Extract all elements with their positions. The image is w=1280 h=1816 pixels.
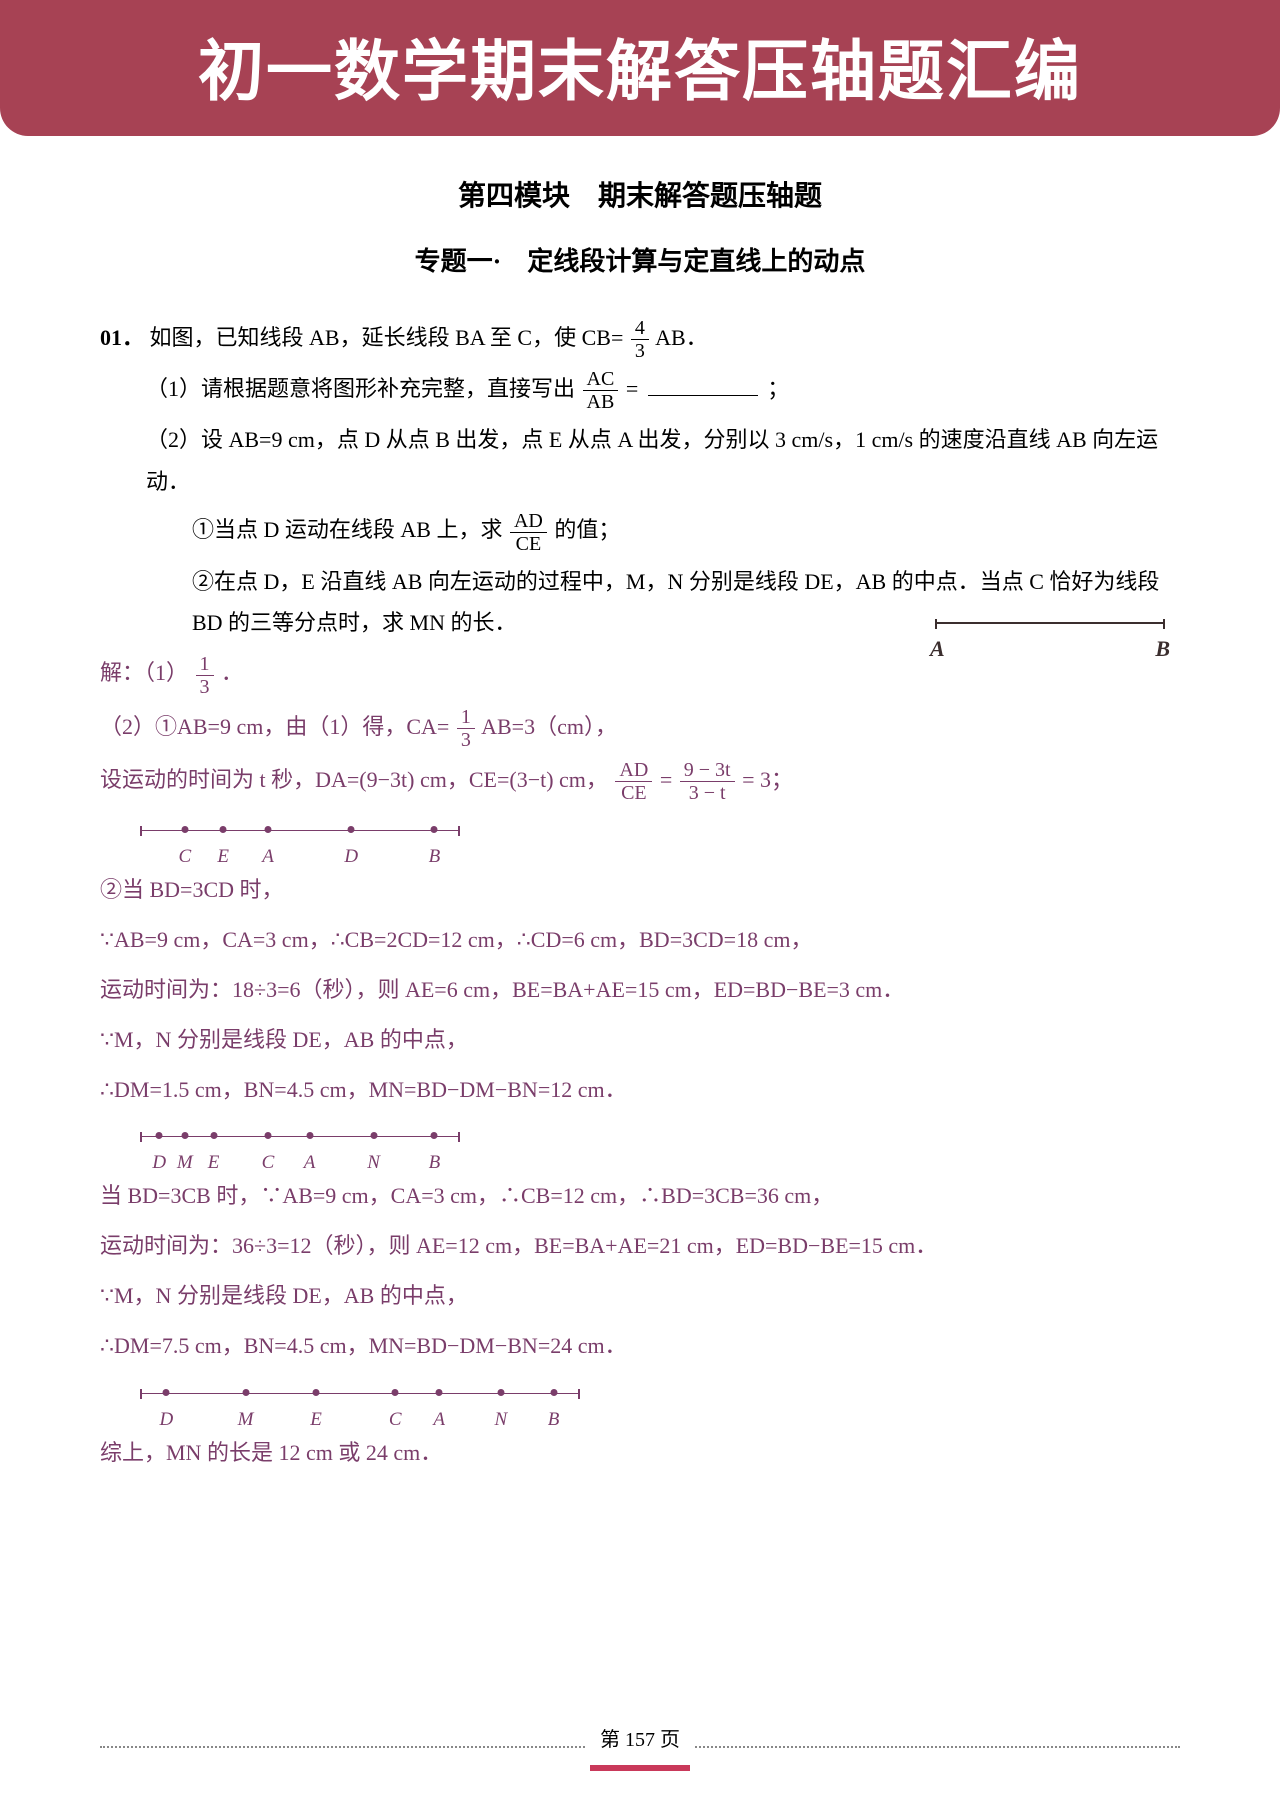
p2a-b: 的值； — [554, 517, 620, 542]
line-label: M — [238, 1402, 254, 1438]
number-line-1-labels: CEADB — [140, 837, 460, 861]
line-label: B — [429, 1145, 441, 1181]
line-label: E — [208, 1145, 220, 1181]
sol8: ∴DM=1.5 cm，BN=4.5 cm，MN=BD−DM−BN=12 cm． — [100, 1069, 1180, 1111]
sol6: 运动时间为：18÷3=6（秒），则 AE=6 cm，BE=BA+AE=15 cm… — [100, 969, 1180, 1011]
label-B: B — [1155, 628, 1170, 670]
sol13: 综上，MN 的长是 12 cm 或 24 cm． — [100, 1432, 1180, 1474]
sol3-mid: = — [660, 767, 678, 792]
number-line-1 — [140, 830, 460, 831]
sol7: ∵M，N 分别是线段 DE，AB 的中点， — [100, 1019, 1180, 1061]
page-content: 第四模块 期末解答题压轴题 专题一· 定线段计算与定直线上的动点 01． 如图，… — [0, 136, 1280, 1811]
sol1-frac: 13 — [196, 653, 214, 698]
sol1-a: 解：（1） — [100, 660, 188, 685]
footer-accent — [590, 1765, 690, 1771]
number-line-2-labels: DMECANB — [140, 1143, 460, 1167]
sol2-a: （2）①AB=9 cm，由（1）得，CA= — [100, 714, 449, 739]
question-number: 01． — [100, 325, 144, 350]
line-label: M — [177, 1145, 193, 1181]
line-label: N — [494, 1402, 507, 1438]
answer-blank — [648, 395, 758, 396]
number-line-2 — [140, 1136, 460, 1137]
line-label: C — [389, 1402, 402, 1438]
module-title: 第四模块 期末解答题压轴题 — [100, 170, 1180, 223]
line-label: A — [433, 1402, 445, 1438]
sol2-b: AB=3（cm）， — [481, 714, 617, 739]
sol12: ∴DM=7.5 cm，BN=4.5 cm，MN=BD−DM−BN=24 cm． — [100, 1325, 1180, 1367]
sol3-frac2: 9 − 3t3 − t — [680, 759, 735, 804]
line-label: E — [310, 1402, 322, 1438]
sol1-b: ． — [221, 660, 243, 685]
question-part2: （2）设 AB=9 cm，点 D 从点 B 出发，点 E 从点 A 出发，分别以… — [100, 419, 1180, 503]
line-label: D — [344, 839, 358, 875]
p1-eq: = — [626, 376, 644, 401]
stem-text: 如图，已知线段 AB，延长线段 BA 至 C，使 CB= — [150, 325, 624, 350]
line-label: E — [217, 839, 229, 875]
p1-text-a: （1）请根据题意将图形补充完整，直接写出 — [146, 376, 575, 401]
line-label: C — [178, 839, 191, 875]
sol3-frac1: ADCE — [615, 759, 652, 804]
p2a-a: ①当点 D 运动在线段 AB 上，求 — [192, 517, 502, 542]
topic-title: 专题一· 定线段计算与定直线上的动点 — [100, 237, 1180, 286]
question-stem: 01． 如图，已知线段 AB，延长线段 BA 至 C，使 CB= 43 AB． — [100, 317, 1180, 362]
solution-block: 解：（1） 13 ． （2）①AB=9 cm，由（1）得，CA= 13 AB=3… — [100, 652, 1180, 1473]
page-footer: 第 157 页 — [100, 1721, 1180, 1771]
p1-tail: ； — [767, 376, 789, 401]
sol3-a: 设运动的时间为 t 秒，DA=(9−3t) cm，CE=(3−t) cm， — [100, 767, 608, 792]
frac-ac-ab: ACAB — [583, 368, 619, 413]
sol3-b: = 3； — [742, 767, 793, 792]
frac-cb: 43 — [631, 317, 649, 362]
page-banner: 初一数学期末解答压轴题汇编 — [0, 0, 1280, 136]
figure-segment-ab: A B — [920, 622, 1180, 670]
sol5: ∵AB=9 cm，CA=3 cm，∴CB=2CD=12 cm，∴CD=6 cm，… — [100, 919, 1180, 961]
label-A: A — [930, 628, 945, 670]
number-line-3-labels: DMECANB — [140, 1400, 580, 1424]
number-line-3 — [140, 1393, 580, 1394]
stem-tail: AB． — [655, 325, 708, 350]
line-label: B — [429, 839, 441, 875]
frac-ad-ce: ADCE — [510, 510, 547, 555]
line-label: N — [367, 1145, 380, 1181]
sol2-frac: 13 — [457, 706, 475, 751]
line-label: B — [548, 1402, 560, 1438]
line-label: A — [262, 839, 274, 875]
page-number: 第 157 页 — [586, 1721, 694, 1759]
line-label: D — [152, 1145, 166, 1181]
question-part2a: ①当点 D 运动在线段 AB 上，求 ADCE 的值； — [100, 509, 1180, 554]
line-label: A — [304, 1145, 316, 1181]
sol4: ②当 BD=3CD 时， — [100, 869, 1180, 911]
sol9: 当 BD=3CB 时，∵AB=9 cm，CA=3 cm，∴CB=12 cm，∴B… — [100, 1175, 1180, 1217]
line-label: D — [160, 1402, 174, 1438]
question-part1: （1）请根据题意将图形补充完整，直接写出 ACAB = ； — [100, 368, 1180, 413]
sol10: 运动时间为：36÷3=12（秒），则 AE=12 cm，BE=BA+AE=21 … — [100, 1225, 1180, 1267]
line-label: C — [262, 1145, 275, 1181]
sol11: ∵M，N 分别是线段 DE，AB 的中点， — [100, 1275, 1180, 1317]
